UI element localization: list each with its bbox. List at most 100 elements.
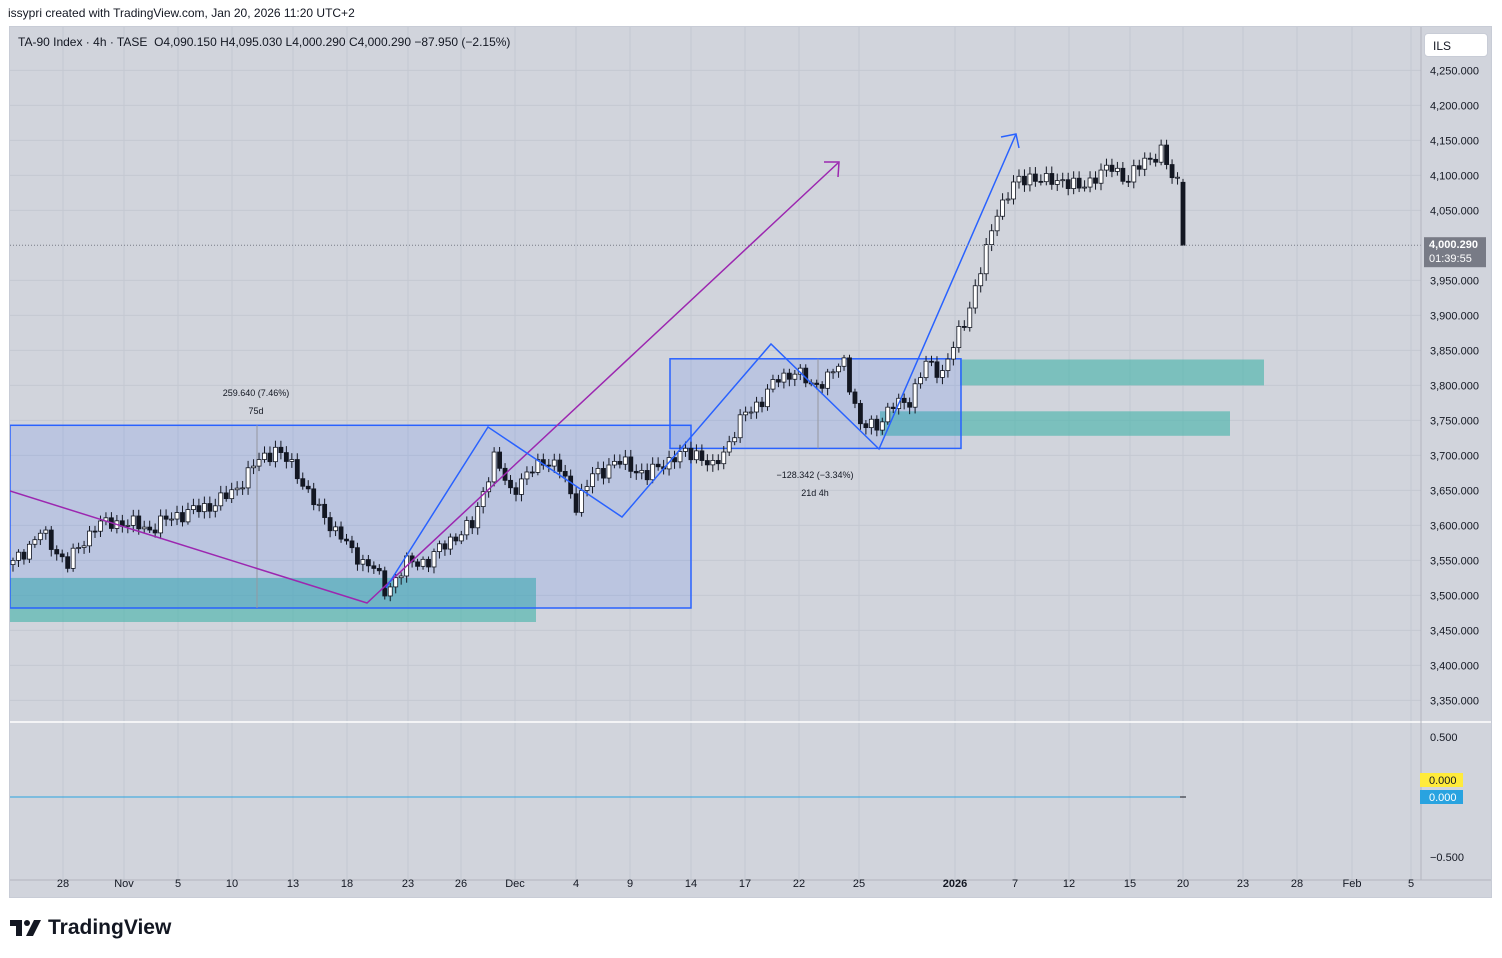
candle-body	[480, 491, 486, 507]
time-axis: 328Nov51013182326Dec49141722252026712152…	[57, 878, 1414, 890]
candle-body	[240, 487, 246, 490]
candle-body	[207, 503, 213, 512]
candle-body	[573, 493, 579, 513]
measure-label-2: −128.342 (−3.34%)	[776, 470, 853, 480]
candle-body	[776, 379, 781, 383]
time-axis-label: 5	[175, 878, 181, 890]
candle-body	[16, 551, 21, 561]
indicator-axis-label: −0.500	[1430, 852, 1464, 864]
price-axis-label: 3,800.000	[1430, 380, 1479, 392]
price-axis-label: 4,250.000	[1430, 65, 1479, 77]
last-price-label: 4,000.290	[1429, 239, 1478, 251]
candle-body	[174, 512, 180, 520]
candle-body	[201, 503, 207, 513]
candle-body	[650, 463, 656, 481]
candle-body	[262, 452, 267, 460]
candle-body	[327, 517, 333, 532]
legend-symbol: TA-90 Index · 4h · TASE	[18, 35, 148, 49]
candle-body	[786, 372, 792, 380]
measure-label-1: 259.640 (7.46%)	[223, 388, 290, 398]
candle-body	[251, 465, 256, 469]
candle-body	[371, 565, 377, 569]
candle-body	[508, 479, 513, 489]
candle-body	[759, 401, 765, 408]
indicator-value-badge-1	[1420, 773, 1463, 787]
symbol-legend: TA-90 Index · 4h · TASE O4,090.150 H4,09…	[18, 35, 510, 49]
demand-zone-3	[880, 411, 1230, 436]
price-axis-label: 3,450.000	[1430, 625, 1479, 637]
candle-body	[956, 326, 962, 348]
candle-body	[355, 547, 360, 565]
candle-body	[841, 357, 847, 367]
candle-body	[1016, 175, 1022, 183]
price-axis-label: 4,200.000	[1430, 100, 1479, 112]
candle-body	[1049, 173, 1055, 185]
candle-body	[524, 471, 530, 480]
candle-body	[847, 357, 852, 393]
candle-body	[136, 515, 142, 530]
time-axis-label: 23	[402, 878, 414, 890]
price-axis-label: 4,150.000	[1430, 135, 1479, 147]
candle-body	[152, 529, 158, 534]
candle-body	[420, 558, 426, 567]
currency-button[interactable]: ILS	[1424, 33, 1488, 57]
candle-body	[677, 451, 683, 463]
candle-body	[311, 488, 317, 506]
candle-body	[672, 457, 677, 463]
time-axis-label: 18	[341, 878, 353, 890]
candle-body	[1131, 165, 1137, 183]
time-axis-label: 15	[1124, 878, 1136, 890]
candle-body	[606, 464, 612, 479]
candle-body	[1158, 144, 1164, 163]
candle-body	[191, 505, 196, 510]
candle-body	[989, 230, 995, 245]
candle-body	[322, 503, 328, 518]
price-axis-label: 3,550.000	[1430, 555, 1479, 567]
candle-body	[497, 451, 502, 469]
candle-body	[557, 459, 563, 472]
time-axis-label: 28	[57, 878, 69, 890]
candle-body	[874, 418, 880, 431]
candle-body	[529, 471, 535, 474]
candle-body	[431, 551, 437, 568]
candle-body	[458, 534, 464, 542]
purple-projection-path	[10, 162, 839, 604]
candle-body	[360, 559, 366, 565]
price-chart[interactable]: 259.640 (7.46%) 75d −128.342 (−3.34%) 21d 4…	[10, 27, 1491, 897]
price-axis-label: 3,650.000	[1430, 485, 1479, 497]
legend-high: H4,095.030	[220, 35, 283, 49]
price-axis-label: 4,050.000	[1430, 205, 1479, 217]
candle-body	[1093, 177, 1098, 184]
candle-body	[940, 370, 945, 378]
candle-body	[983, 244, 989, 275]
time-axis-label: 13	[287, 878, 299, 890]
time-axis-label: 26	[455, 878, 467, 890]
candle-body	[934, 361, 940, 378]
last-price-badge	[1424, 237, 1486, 268]
candle-body	[376, 568, 382, 572]
candle-body	[92, 530, 98, 533]
candle-body	[32, 539, 38, 545]
candle-body	[765, 388, 770, 408]
blue-zigzag-path	[385, 133, 1017, 589]
candle-body	[732, 437, 738, 443]
candle-body	[147, 526, 153, 531]
candle-body	[655, 463, 661, 468]
candle-body	[1153, 158, 1159, 163]
purple-arrowhead	[824, 161, 840, 178]
candle-body	[273, 446, 278, 463]
candle-body	[737, 414, 743, 439]
candle-body	[721, 451, 727, 465]
candle-body	[825, 371, 831, 389]
candle-body	[590, 473, 595, 487]
price-axis-label: 3,850.000	[1430, 345, 1479, 357]
legend-low: L4,000.290	[285, 35, 346, 49]
indicator-value-badge-2	[1420, 790, 1463, 804]
candle-body	[945, 358, 951, 372]
candle-body	[180, 512, 185, 523]
candle-body	[814, 382, 820, 385]
candle-body	[338, 526, 344, 540]
demand-zone-1	[10, 577, 536, 622]
candle-body	[1109, 164, 1115, 172]
candle-body	[781, 372, 787, 383]
